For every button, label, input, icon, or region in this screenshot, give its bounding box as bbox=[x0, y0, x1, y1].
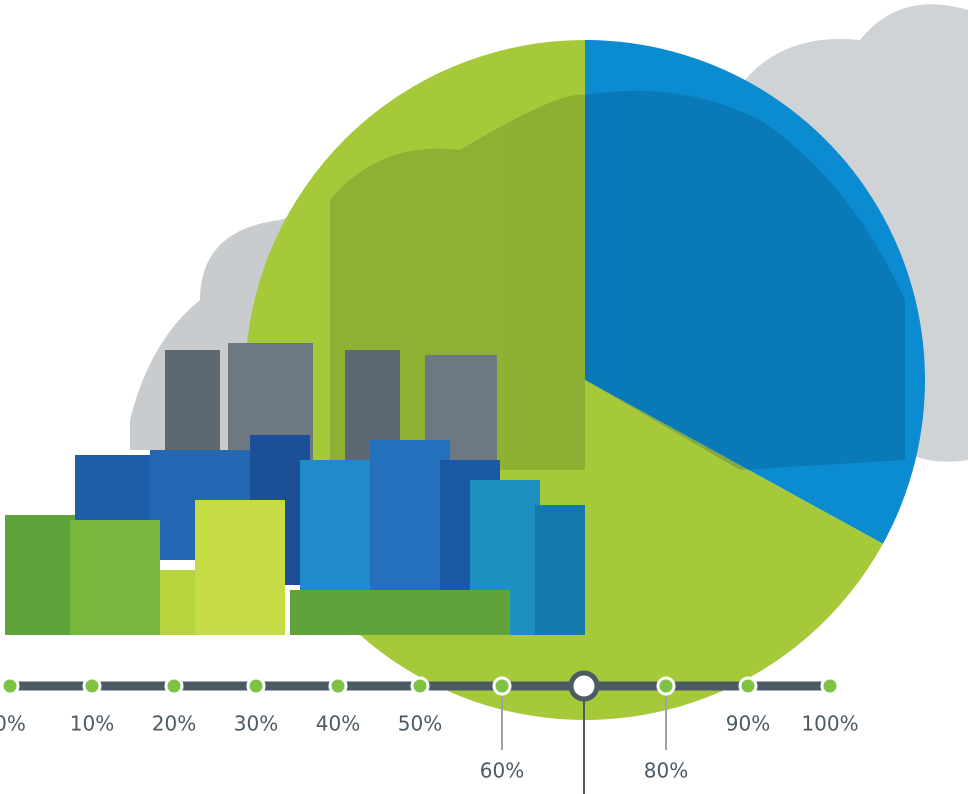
tick-dot bbox=[82, 676, 102, 696]
tick-dot bbox=[820, 676, 840, 696]
tick-label: 40% bbox=[316, 712, 360, 736]
tick-dot bbox=[0, 676, 20, 696]
tick-dot bbox=[246, 676, 266, 696]
city-skyline bbox=[5, 343, 585, 635]
tick-label: 0% bbox=[0, 712, 26, 736]
tick-dot bbox=[492, 676, 512, 696]
percent-scale: 0% 10% 20% 30% 40% 50% 60% 80% 90% 100% bbox=[0, 670, 859, 794]
tick-dot bbox=[328, 676, 348, 696]
tick-label: 50% bbox=[398, 712, 442, 736]
tick-dot bbox=[738, 676, 758, 696]
tick-label: 10% bbox=[70, 712, 114, 736]
tick-label: 30% bbox=[234, 712, 278, 736]
tick-dot bbox=[656, 676, 676, 696]
tick-label: 20% bbox=[152, 712, 196, 736]
pie-slice bbox=[585, 40, 925, 544]
tick-dot bbox=[410, 676, 430, 696]
tick-label: 80% bbox=[644, 759, 688, 783]
tick-label: 60% bbox=[480, 759, 524, 783]
tick-label: 90% bbox=[726, 712, 770, 736]
tick-label: 100% bbox=[801, 712, 858, 736]
tick-dot bbox=[164, 676, 184, 696]
scale-marker bbox=[568, 670, 600, 702]
